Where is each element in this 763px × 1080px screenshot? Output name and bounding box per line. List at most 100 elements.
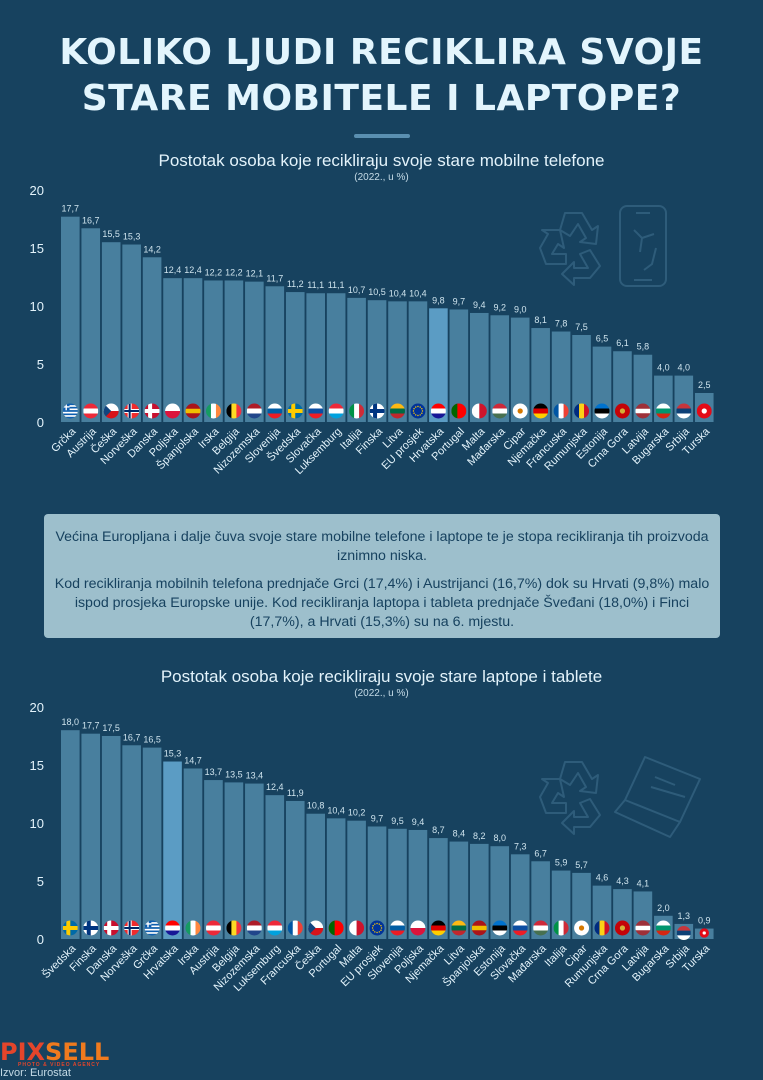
recycle-icon (539, 761, 601, 835)
chart-laptops-tablets: 0510152018,0Švedska17,7Finska17,5Danska1… (30, 700, 714, 994)
y-tick-label: 10 (30, 299, 44, 314)
y-tick-label: 15 (30, 758, 44, 773)
bar-dk (142, 257, 162, 422)
value-label: 2,5 (698, 380, 711, 390)
value-label: 8,4 (453, 829, 466, 839)
value-label: 15,3 (123, 232, 141, 242)
value-label: 11,1 (328, 280, 345, 290)
value-label: 8,1 (534, 315, 547, 325)
value-label: 11,9 (287, 788, 304, 798)
flag-tr-icon (696, 403, 712, 419)
bar-at (81, 228, 101, 422)
flag-no-icon (124, 920, 140, 936)
value-label: 5,9 (555, 858, 568, 868)
info-box: Većina Europljana i dalje čuva svoje sta… (44, 514, 720, 638)
flag-hr-icon (165, 920, 181, 936)
flag-eu-icon (369, 920, 385, 936)
bar-cz (306, 813, 325, 939)
value-label: 17,7 (82, 721, 100, 731)
flag-cz-icon (308, 920, 324, 936)
value-label: 15,5 (102, 229, 120, 239)
bar-cy (510, 317, 530, 422)
value-label: 4,3 (616, 876, 629, 886)
flag-si-icon (267, 403, 283, 419)
source-note: Izvor: Eurostat (0, 1067, 71, 1079)
value-label: 6,7 (534, 848, 547, 858)
bar-sk (306, 293, 325, 422)
value-label: 7,3 (514, 841, 527, 851)
flag-nl-icon (246, 403, 262, 419)
value-label: 10,5 (368, 287, 386, 297)
bar-si (388, 828, 407, 939)
value-label: 9,2 (493, 302, 506, 312)
flag-pt-icon (328, 920, 344, 936)
y-tick-label: 0 (37, 932, 44, 947)
flag-lv-icon (635, 403, 651, 419)
flag-ee-icon (594, 403, 610, 419)
bar-se (285, 292, 305, 422)
bar-de (429, 838, 448, 939)
value-label: 10,7 (348, 285, 366, 295)
flag-lu-icon (267, 920, 283, 936)
bar-lu (326, 293, 346, 422)
flag-hu-icon (533, 920, 549, 936)
value-label: 17,7 (62, 204, 80, 214)
value-label: 15,3 (164, 749, 182, 759)
bar-be (224, 280, 244, 422)
value-label: 12,1 (246, 269, 264, 279)
value-label: 4,0 (678, 363, 691, 373)
flag-pt-icon (451, 403, 467, 419)
flag-rs-icon (676, 403, 692, 419)
bar-dk (101, 736, 121, 939)
flag-cy-icon (574, 920, 590, 936)
logo-tagline: PHOTO & VIDEO AGENCY (18, 1062, 101, 1068)
flag-fr-icon (287, 920, 303, 936)
page-title-line1: KOLIKO LJUDI RECIKLIRA SVOJE (59, 32, 704, 73)
flag-it-icon (553, 920, 569, 936)
value-label: 12,4 (266, 782, 284, 792)
bar-se (61, 730, 80, 939)
value-label: 12,4 (164, 265, 182, 275)
page-title: KOLIKO LJUDI RECIKLIRA SVOJE STARE MOBIT… (0, 30, 763, 122)
flag-se-icon (62, 920, 78, 936)
value-label: 10,4 (409, 288, 427, 298)
flag-cy-icon (512, 403, 528, 419)
flag-ro-icon (574, 403, 590, 419)
bar-pl (408, 829, 428, 939)
chart-mobile-phones: 0510152017,7Grčka16,7Austrija15,5Češka15… (30, 183, 714, 477)
bar-lt (388, 301, 407, 422)
value-label: 9,5 (391, 816, 404, 826)
flag-fi-icon (369, 403, 385, 419)
value-label: 16,7 (123, 732, 141, 742)
value-label: 4,6 (596, 873, 609, 883)
flag-me-icon (614, 920, 630, 936)
value-label: 1,3 (678, 911, 691, 921)
flag-si-icon (390, 920, 405, 936)
value-label: 11,1 (307, 280, 324, 290)
flag-ie-icon (205, 403, 221, 419)
flag-ie-icon (185, 920, 201, 936)
value-label: 10,4 (389, 288, 407, 298)
laptop-icon (614, 756, 701, 838)
bar-at (204, 780, 223, 939)
flag-be-icon (226, 403, 242, 419)
title-divider (354, 134, 410, 138)
value-label: 12,2 (205, 267, 223, 277)
flag-at-icon (205, 920, 221, 936)
flag-me-icon (614, 403, 630, 419)
flag-rs-icon (676, 925, 691, 941)
flag-fi-icon (83, 920, 99, 936)
value-label: 8,7 (432, 825, 445, 835)
bar-es (470, 843, 489, 939)
bar-ee (490, 846, 510, 939)
y-tick-label: 5 (37, 874, 44, 889)
bar-mt (470, 312, 489, 422)
value-label: 13,7 (205, 767, 223, 777)
bar-no (122, 244, 141, 422)
value-label: 11,2 (287, 279, 304, 289)
bar-pt (326, 818, 346, 939)
bar-pl (163, 278, 182, 422)
bar-be (224, 782, 244, 939)
value-label: 16,7 (82, 215, 100, 225)
flag-lt-icon (390, 403, 405, 419)
